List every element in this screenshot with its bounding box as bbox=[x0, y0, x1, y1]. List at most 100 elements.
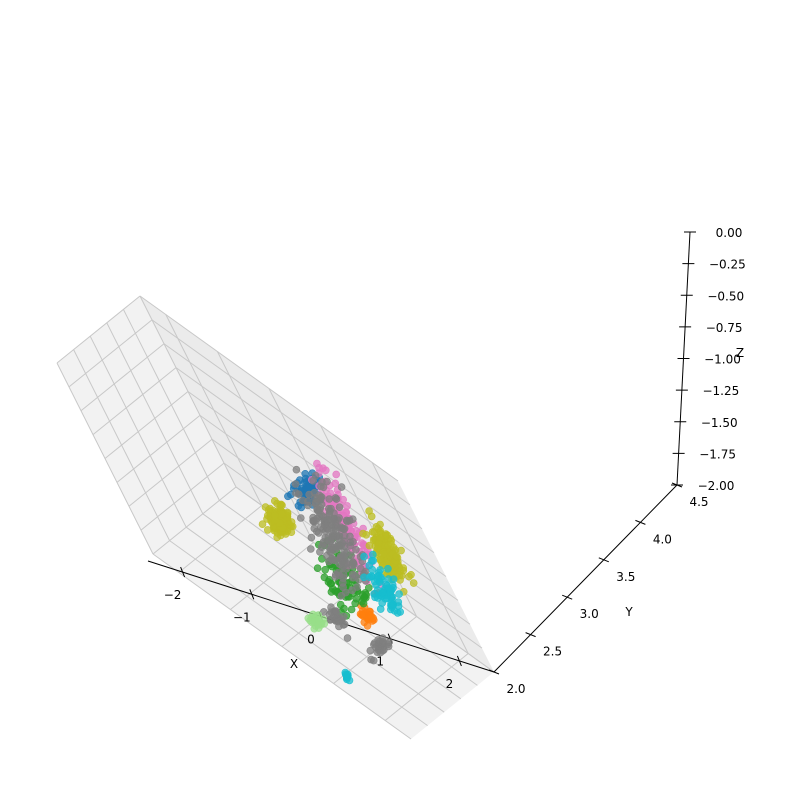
x-tick-label: 0 bbox=[307, 633, 315, 647]
data-point bbox=[393, 609, 402, 617]
x-tick bbox=[456, 655, 462, 667]
data-point bbox=[359, 529, 367, 538]
data-point bbox=[363, 621, 372, 630]
data-point bbox=[353, 583, 361, 591]
y-tick-label: 3.5 bbox=[616, 570, 635, 584]
grid-line-z-back bbox=[139, 295, 399, 482]
data-point bbox=[273, 533, 282, 542]
data-point bbox=[356, 564, 365, 573]
data-point bbox=[409, 579, 418, 587]
data-point bbox=[349, 573, 357, 582]
tick-labels: −2 −1 0 1 2 2.0 2.5 3.0 3.5 4.0 4.5 0.00 −0.25 −0.50 −… bbox=[164, 226, 746, 696]
data-point bbox=[342, 564, 351, 573]
data-point bbox=[369, 656, 378, 665]
data-point bbox=[339, 583, 347, 592]
x-tick-label: 2 bbox=[446, 677, 454, 691]
data-point bbox=[372, 522, 381, 531]
data-point bbox=[337, 591, 346, 600]
data-point bbox=[334, 617, 342, 626]
data-point bbox=[264, 506, 273, 514]
x-tick-label: −2 bbox=[164, 588, 182, 602]
data-point bbox=[360, 552, 368, 561]
z-tick-label: −0.75 bbox=[706, 321, 743, 335]
data-point bbox=[338, 557, 347, 565]
data-point bbox=[327, 504, 335, 513]
data-point bbox=[296, 514, 305, 522]
data-point bbox=[342, 671, 351, 680]
data-point bbox=[313, 564, 322, 573]
data-point bbox=[317, 500, 326, 509]
grid-line-z-left bbox=[140, 462, 225, 531]
data-point bbox=[358, 597, 366, 606]
grid-line-y-floor bbox=[169, 540, 428, 727]
data-point bbox=[307, 533, 316, 542]
y-axis-label: Y bbox=[624, 605, 633, 619]
data-point bbox=[317, 482, 325, 491]
data-point bbox=[313, 459, 321, 468]
data-points bbox=[258, 459, 418, 685]
grid-line-y-floor bbox=[152, 553, 412, 740]
data-point bbox=[317, 543, 326, 552]
data-point bbox=[325, 495, 334, 503]
grid-line-z-left bbox=[116, 414, 201, 483]
data-point bbox=[311, 471, 320, 480]
data-point bbox=[366, 646, 375, 655]
data-point bbox=[312, 527, 321, 536]
data-point bbox=[365, 573, 374, 582]
data-point bbox=[392, 552, 401, 561]
data-point bbox=[386, 584, 395, 593]
data-point bbox=[323, 477, 331, 486]
z-axis-label: Z bbox=[736, 346, 744, 360]
data-point bbox=[364, 583, 373, 592]
y-tick-label: 2.5 bbox=[543, 645, 562, 659]
data-point bbox=[331, 570, 340, 579]
data-point bbox=[378, 589, 387, 597]
data-point bbox=[331, 526, 340, 535]
grid-line-x-floor bbox=[384, 653, 469, 721]
data-point bbox=[326, 545, 335, 554]
y-axis-line bbox=[493, 484, 678, 673]
data-point bbox=[336, 600, 345, 609]
data-point bbox=[352, 545, 360, 554]
data-point bbox=[387, 540, 395, 548]
data-point bbox=[321, 565, 330, 574]
data-point bbox=[291, 480, 300, 488]
z-tick-label: −1.50 bbox=[701, 416, 738, 430]
data-point bbox=[326, 580, 335, 588]
data-point bbox=[270, 497, 279, 505]
y-tick-label: 3.0 bbox=[580, 607, 599, 621]
z-tick-label: −1.75 bbox=[699, 447, 736, 461]
data-point bbox=[320, 619, 329, 628]
data-point bbox=[383, 594, 391, 603]
data-point bbox=[376, 533, 385, 542]
data-point bbox=[396, 567, 404, 575]
data-point bbox=[342, 516, 351, 525]
data-point bbox=[340, 537, 348, 546]
data-point bbox=[306, 545, 315, 553]
x-tick-label: 1 bbox=[376, 655, 384, 669]
data-point bbox=[371, 593, 379, 602]
grid-line-x-floor bbox=[178, 505, 263, 573]
z-tick-label: −1.25 bbox=[702, 384, 739, 398]
grid-line-z-left bbox=[104, 391, 189, 459]
grid-line-z-left bbox=[68, 319, 153, 388]
data-point bbox=[369, 614, 378, 623]
x-axis-label: X bbox=[290, 657, 298, 671]
z-tick-label: −0.25 bbox=[709, 258, 746, 272]
y-tick-label: 2.0 bbox=[506, 682, 525, 696]
data-point bbox=[332, 607, 340, 615]
data-point bbox=[373, 572, 382, 581]
data-point bbox=[319, 464, 327, 473]
grid-line-z-left bbox=[92, 367, 177, 436]
data-point bbox=[322, 516, 331, 524]
data-point bbox=[258, 520, 267, 529]
z-tick-label: 0.00 bbox=[716, 226, 743, 240]
data-point bbox=[330, 556, 339, 565]
data-point bbox=[332, 470, 341, 479]
data-point bbox=[304, 497, 312, 506]
grid-line-z-back bbox=[175, 367, 435, 554]
data-point bbox=[292, 465, 301, 474]
data-point bbox=[362, 590, 371, 599]
